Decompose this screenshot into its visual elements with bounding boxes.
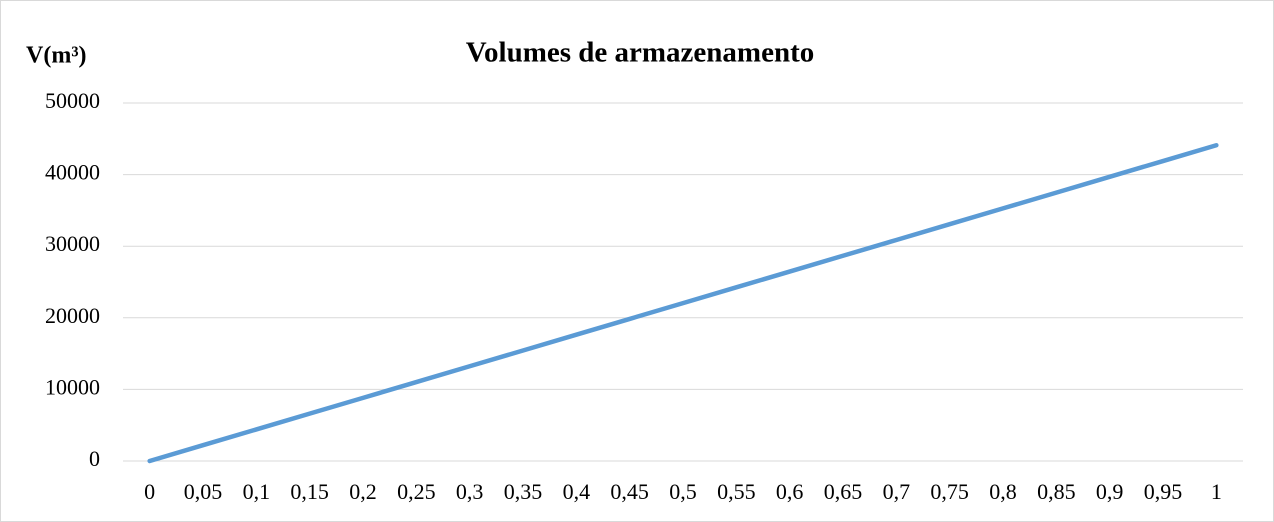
x-tick-label: 0,75	[930, 479, 969, 504]
x-tick-label: 0,6	[776, 479, 804, 504]
x-tick-label: 0,5	[669, 479, 697, 504]
y-tick-label: 50000	[45, 88, 100, 113]
x-tick-label: 0,15	[290, 479, 329, 504]
x-tick-label: 0,9	[1096, 479, 1124, 504]
y-tick-label: 40000	[45, 160, 100, 185]
x-tick-label: 0,7	[883, 479, 911, 504]
y-tick-label: 20000	[45, 303, 100, 328]
x-tick-label: 0	[144, 479, 155, 504]
x-tick-label: 0,55	[717, 479, 756, 504]
y-tick-label: 10000	[45, 374, 100, 399]
x-tick-label: 0,95	[1144, 479, 1183, 504]
x-tick-label: 0,2	[349, 479, 377, 504]
x-tick-label: 0,1	[243, 479, 271, 504]
x-tick-label: 0,65	[824, 479, 863, 504]
x-tick-label: 0,8	[989, 479, 1017, 504]
x-tick-label: 0,35	[504, 479, 543, 504]
y-tick-label: 30000	[45, 231, 100, 256]
data-line	[147, 142, 1219, 464]
x-tick-label: 0,05	[184, 479, 223, 504]
x-tick-label: 0,85	[1037, 479, 1076, 504]
y-axis-label: V(m³)	[26, 43, 87, 69]
x-tick-label: 0,4	[563, 479, 591, 504]
chart-title: Volumes de armazenamento	[466, 37, 815, 69]
x-tick-label: 0,3	[456, 479, 484, 504]
x-tick-label: 0,45	[610, 479, 649, 504]
y-tick-label: 0	[89, 446, 100, 471]
x-tick-label: 1	[1211, 479, 1222, 504]
x-tick-label: 0,25	[397, 479, 436, 504]
